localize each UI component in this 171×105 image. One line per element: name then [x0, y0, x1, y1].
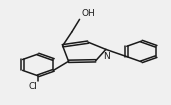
Text: OH: OH — [81, 9, 95, 18]
Text: N: N — [103, 52, 110, 61]
Text: Cl: Cl — [29, 82, 38, 91]
